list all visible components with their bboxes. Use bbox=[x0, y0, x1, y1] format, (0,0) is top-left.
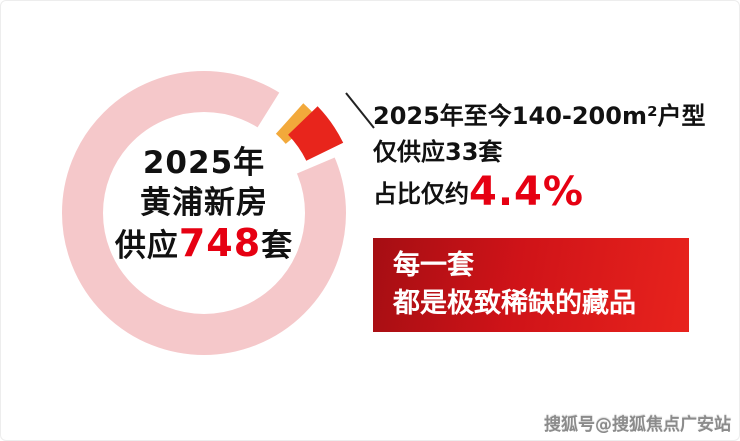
callout-line-unit-type: 2025年至今140-200m²户型 bbox=[373, 102, 706, 130]
callout-supply-prefix: 仅供应 bbox=[373, 138, 445, 166]
donut-ring bbox=[62, 71, 346, 355]
banner-line-2: 都是极致稀缺的藏品 bbox=[393, 288, 636, 319]
center-label-year: 2025年 bbox=[142, 145, 266, 181]
banner-line-1: 每一套 bbox=[393, 250, 474, 281]
highlight-slice-gold bbox=[275, 103, 318, 144]
watermark: 搜狐号@搜狐焦点广安站 bbox=[544, 415, 731, 435]
center-label-supply: 供应748套 bbox=[74, 223, 334, 266]
percent-prefix: 占比仅约 bbox=[373, 180, 469, 208]
supply-prefix: 供应 bbox=[114, 228, 179, 264]
callout-text-block: 2025年至今140-200m²户型 仅供应33套 占比仅约4.4% bbox=[373, 98, 713, 216]
donut-center-label: 2025年 黄浦新房 供应748套 bbox=[74, 143, 334, 266]
slogan-banner: 每一套 都是极致稀缺的藏品 bbox=[373, 238, 689, 332]
callout-supply-suffix: 套 bbox=[478, 138, 503, 166]
center-label-district: 黄浦新房 bbox=[140, 185, 268, 221]
callout-line-percent: 占比仅约4.4% bbox=[373, 170, 713, 216]
percent-value: 4.4% bbox=[469, 169, 584, 215]
callout-supply-value: 33 bbox=[445, 138, 479, 166]
callout-leader-line bbox=[345, 92, 375, 129]
highlight-slice-red bbox=[288, 106, 344, 161]
supply-total-value: 748 bbox=[178, 221, 262, 265]
callout-line-supply: 仅供应33套 bbox=[373, 134, 713, 170]
supply-suffix: 套 bbox=[261, 228, 294, 264]
